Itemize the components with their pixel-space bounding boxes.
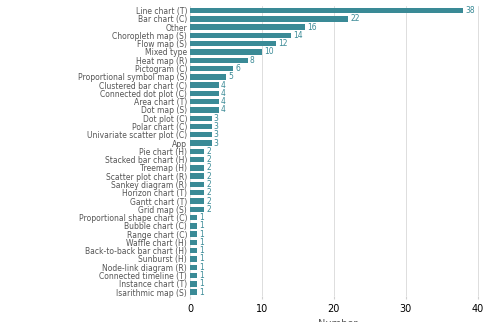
Text: 2: 2: [206, 163, 212, 172]
Text: 8: 8: [250, 56, 254, 65]
Bar: [190, 132, 212, 137]
Bar: [190, 16, 348, 22]
Text: 38: 38: [466, 6, 475, 15]
Text: 1: 1: [200, 221, 204, 230]
Text: 1: 1: [200, 288, 204, 297]
Bar: [190, 24, 305, 30]
Bar: [190, 66, 233, 71]
Bar: [190, 74, 226, 80]
Text: 3: 3: [214, 114, 218, 123]
Bar: [190, 58, 248, 63]
Text: 2: 2: [206, 147, 212, 156]
Text: 3: 3: [214, 130, 218, 139]
Text: 22: 22: [350, 14, 360, 24]
Text: 2: 2: [206, 205, 212, 214]
Bar: [190, 198, 204, 204]
Text: 4: 4: [221, 105, 226, 114]
Bar: [190, 82, 219, 88]
Bar: [190, 281, 197, 287]
Text: 2: 2: [206, 196, 212, 205]
Bar: [190, 182, 204, 187]
Text: 1: 1: [200, 263, 204, 272]
Text: 4: 4: [221, 80, 226, 90]
Text: 1: 1: [200, 246, 204, 255]
Text: 12: 12: [278, 39, 288, 48]
Bar: [190, 223, 197, 229]
Bar: [190, 240, 197, 245]
Bar: [190, 256, 197, 262]
X-axis label: Number: Number: [318, 319, 357, 322]
Text: 1: 1: [200, 230, 204, 239]
Text: 3: 3: [214, 138, 218, 147]
Bar: [190, 116, 212, 121]
Text: 1: 1: [200, 271, 204, 280]
Bar: [190, 174, 204, 179]
Bar: [190, 215, 197, 220]
Bar: [190, 91, 219, 96]
Bar: [190, 165, 204, 171]
Bar: [190, 33, 290, 38]
Bar: [190, 232, 197, 237]
Bar: [190, 49, 262, 55]
Bar: [190, 124, 212, 129]
Bar: [190, 273, 197, 278]
Text: 3: 3: [214, 122, 218, 131]
Text: 1: 1: [200, 213, 204, 222]
Bar: [190, 99, 219, 104]
Bar: [190, 41, 276, 46]
Bar: [190, 265, 197, 270]
Text: 5: 5: [228, 72, 233, 81]
Text: 2: 2: [206, 188, 212, 197]
Bar: [190, 8, 464, 13]
Bar: [190, 207, 204, 212]
Bar: [190, 140, 212, 146]
Text: 4: 4: [221, 97, 226, 106]
Bar: [190, 248, 197, 253]
Text: 14: 14: [293, 31, 302, 40]
Bar: [190, 149, 204, 154]
Text: 1: 1: [200, 279, 204, 288]
Text: 6: 6: [236, 64, 240, 73]
Text: 2: 2: [206, 180, 212, 189]
Text: 16: 16: [308, 23, 317, 32]
Bar: [190, 107, 219, 113]
Bar: [190, 157, 204, 162]
Text: 10: 10: [264, 47, 274, 56]
Bar: [190, 289, 197, 295]
Bar: [190, 190, 204, 195]
Text: 2: 2: [206, 172, 212, 181]
Text: 1: 1: [200, 238, 204, 247]
Text: 1: 1: [200, 254, 204, 263]
Text: 4: 4: [221, 89, 226, 98]
Text: 2: 2: [206, 155, 212, 164]
